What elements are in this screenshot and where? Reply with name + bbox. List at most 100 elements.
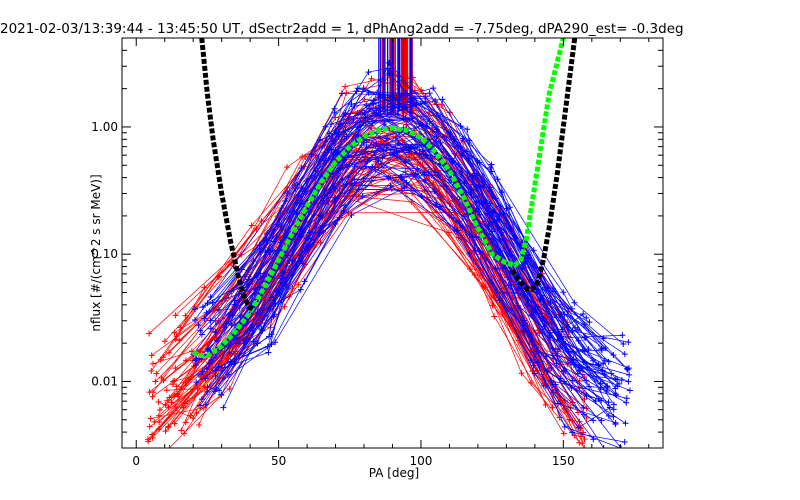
data-point (218, 391, 225, 398)
data-point (162, 401, 169, 408)
data-point (338, 90, 345, 97)
data-point (498, 189, 505, 196)
fit-curve (199, 38, 255, 312)
data-point (520, 328, 527, 335)
data-point (555, 400, 562, 407)
data-point (301, 278, 308, 285)
data-point (463, 148, 470, 155)
data-point (182, 357, 189, 364)
x-tick-label: 0 (132, 454, 140, 468)
data-point (155, 412, 162, 419)
data-point (166, 349, 173, 356)
data-point (426, 136, 433, 143)
data-point (203, 366, 210, 372)
data-point (197, 327, 204, 334)
data-point (408, 143, 415, 150)
data-point (561, 311, 568, 318)
data-point (148, 352, 155, 359)
data-point (583, 415, 590, 422)
data-point (366, 105, 373, 112)
data-point (528, 331, 535, 338)
data-point (481, 199, 488, 206)
data-point (612, 419, 619, 426)
data-point (535, 359, 542, 366)
fit-curve (191, 38, 566, 358)
data-point (476, 211, 483, 218)
data-point (250, 338, 257, 345)
data-point (178, 427, 185, 434)
data-point (418, 87, 425, 94)
data-point (375, 157, 382, 164)
data-point (419, 148, 426, 155)
data-point (487, 164, 494, 171)
data-point (312, 168, 319, 175)
data-point (155, 398, 162, 405)
data-point (556, 336, 563, 343)
data-point (430, 85, 437, 92)
data-point (215, 306, 222, 313)
x-tick-label: 50 (271, 454, 286, 468)
data-point (360, 85, 367, 92)
data-point (549, 285, 556, 292)
data-point (504, 289, 511, 296)
data-point (422, 93, 429, 100)
data-point (606, 404, 613, 411)
data-point (172, 312, 179, 319)
data-point (467, 266, 474, 273)
data-point (600, 360, 607, 367)
data-point (332, 185, 339, 192)
data-point (618, 377, 625, 384)
trace-line (241, 102, 628, 369)
data-point (569, 429, 576, 436)
data-point (350, 182, 357, 189)
data-point (472, 247, 479, 254)
data-point (192, 357, 199, 364)
data-point (341, 136, 348, 143)
data-point (608, 370, 615, 377)
data-point (146, 423, 153, 430)
data-point (198, 331, 205, 338)
data-point (402, 168, 409, 175)
x-tick-label: 150 (552, 454, 575, 468)
y-tick-label: 1.00 (91, 120, 118, 134)
data-point (169, 381, 176, 388)
data-point (163, 387, 170, 394)
data-point (401, 90, 408, 97)
data-point (283, 263, 290, 270)
data-point (201, 315, 208, 322)
data-point (328, 121, 335, 128)
data-point (220, 404, 227, 411)
data-point (559, 341, 566, 348)
data-point (600, 445, 607, 448)
data-point (539, 329, 546, 336)
data-point (195, 372, 202, 379)
data-point (152, 378, 159, 385)
data-point (202, 375, 209, 382)
data-point (621, 351, 628, 358)
data-point (500, 210, 507, 217)
data-point (438, 117, 445, 124)
series-4 (510, 38, 578, 293)
data-point (286, 257, 293, 264)
data-point (223, 320, 230, 327)
data-point (472, 234, 479, 241)
data-point (476, 159, 483, 166)
data-point (166, 445, 173, 448)
data-point (404, 116, 411, 123)
data-point (581, 334, 588, 341)
data-point (359, 193, 366, 200)
data-point (199, 368, 206, 375)
data-point (354, 85, 361, 92)
data-point (194, 385, 201, 392)
data-point (201, 284, 208, 291)
data-point (531, 370, 538, 377)
data-point (351, 176, 358, 183)
data-point (278, 297, 285, 304)
data-point (472, 199, 479, 206)
data-point (437, 139, 444, 146)
data-point (192, 316, 199, 323)
data-point (182, 312, 189, 319)
data-point (466, 137, 473, 144)
data-point (398, 174, 405, 181)
data-point (197, 402, 204, 409)
